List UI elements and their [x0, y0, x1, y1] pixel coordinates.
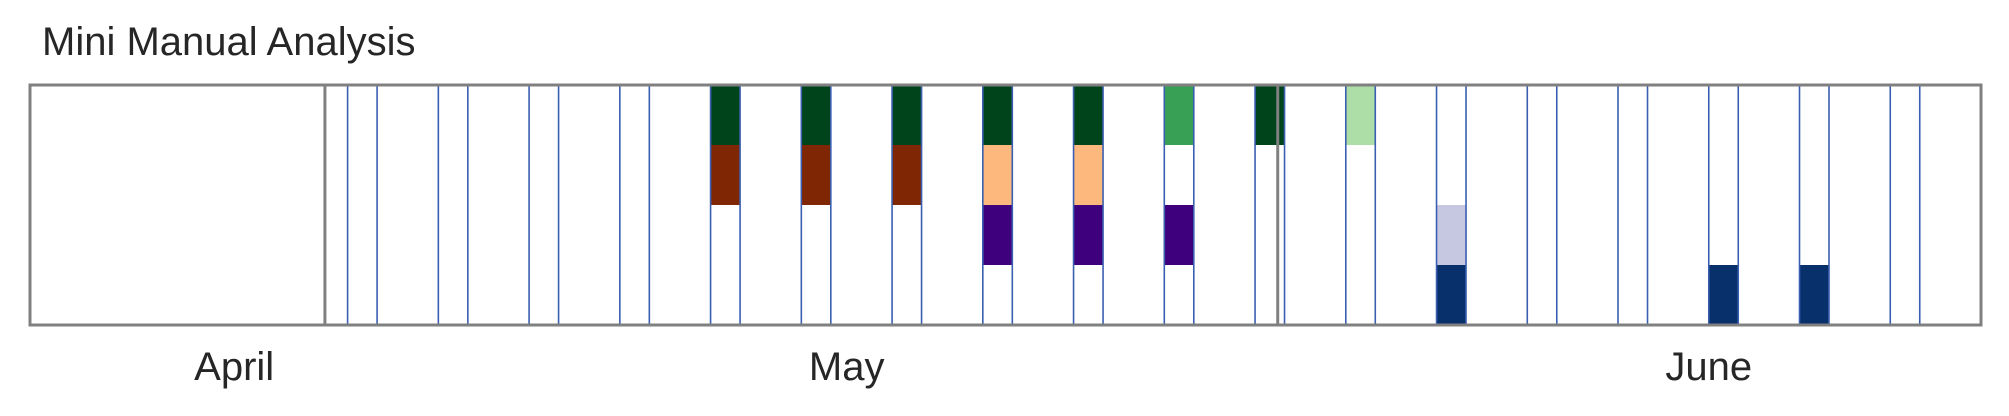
heatmap-cell	[710, 85, 741, 145]
heatmap-cell	[1436, 205, 1467, 265]
labels-layer: April May June	[194, 345, 1752, 389]
lines-layer	[323, 85, 1921, 325]
heatmap-cell	[1799, 265, 1829, 325]
month-tick-label: June	[1665, 345, 1752, 389]
heatmap-cell	[1345, 85, 1376, 145]
heatmap-cell	[1164, 85, 1194, 145]
heatmap-cell	[1073, 85, 1104, 145]
heatmap-cell	[801, 145, 831, 205]
heatmap-cell	[982, 85, 1013, 145]
heatmap-cell	[982, 145, 1013, 205]
cells-layer	[710, 85, 1829, 325]
month-tick-label: April	[194, 345, 274, 389]
plot-frame	[28, 83, 1983, 327]
heatmap-cell	[1708, 265, 1739, 325]
month-tick-label: May	[809, 345, 885, 389]
heatmap-cell	[1073, 145, 1104, 205]
heatmap-cell	[1073, 205, 1104, 265]
heatmap-cell	[710, 145, 741, 205]
heatmap-cell	[892, 85, 922, 145]
heatmap-cell	[892, 145, 922, 205]
heatmap-cell	[982, 205, 1013, 265]
heatmap-cell	[801, 85, 831, 145]
chart-title: Mini Manual Analysis	[42, 20, 416, 64]
heatmap-cell	[1255, 85, 1285, 145]
heatmap-cell	[1164, 205, 1194, 265]
heatmap-cell	[1436, 265, 1467, 325]
